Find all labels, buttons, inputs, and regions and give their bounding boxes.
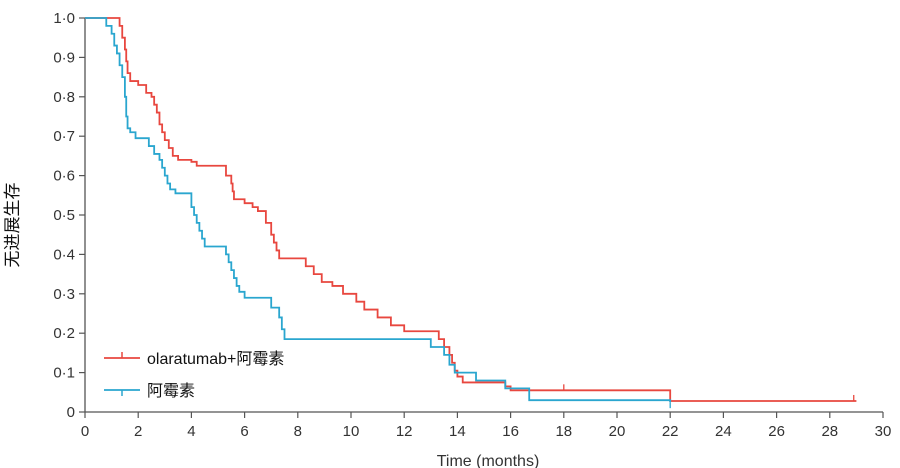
legend: olaratumab+阿霉素 阿霉素 (104, 350, 284, 400)
x-tick-label: 6 (240, 423, 248, 440)
x-tick-label: 4 (187, 423, 195, 440)
x-tick-label: 18 (555, 423, 572, 440)
x-tick-label: 14 (449, 423, 466, 440)
y-axis-title: 无进展生存 (3, 183, 23, 268)
x-axis-ticks: 0 2 4 6 8 10 12 14 16 18 20 22 24 26 28 30 (81, 412, 892, 440)
x-tick-label: 10 (343, 423, 360, 440)
x-tick-label: 28 (821, 423, 838, 440)
y-axis-ticks: 0 0·1 0·2 0·3 0·4 0·5 0·6 0·7 0·8 0·9 1·0 (53, 10, 85, 421)
x-tick-label: 22 (662, 423, 679, 440)
x-tick-label: 30 (875, 423, 892, 440)
series-layer (85, 17, 857, 409)
y-tick-label: 0·2 (53, 325, 75, 342)
x-tick-label: 8 (294, 423, 302, 440)
series-line-doxorubicin (85, 17, 672, 403)
legend-label-doxorubicin: 阿霉素 (147, 382, 195, 400)
legend-label-olaratumab: olaratumab+阿霉素 (147, 350, 284, 368)
y-tick-label: 0·1 (53, 365, 75, 382)
y-tick-label: 0·6 (53, 168, 75, 185)
y-tick-label: 0·9 (53, 49, 75, 66)
x-tick-label: 26 (768, 423, 785, 440)
x-tick-label: 2 (134, 423, 142, 440)
x-tick-label: 12 (396, 423, 413, 440)
y-tick-label: 0·5 (53, 207, 75, 224)
y-tick-label: 0·8 (53, 89, 75, 106)
y-tick-label: 0·7 (53, 128, 75, 145)
y-tick-label: 0·4 (53, 246, 75, 263)
y-tick-label: 1·0 (53, 10, 75, 27)
series-line-olaratumab-doxorubicin (85, 17, 857, 402)
y-tick-label: 0·3 (53, 286, 75, 303)
x-axis-title: Time (months) (437, 453, 540, 468)
x-tick-label: 20 (609, 423, 626, 440)
y-tick-label: 0 (67, 404, 75, 421)
x-tick-label: 0 (81, 423, 89, 440)
x-tick-label: 24 (715, 423, 732, 440)
x-tick-label: 16 (502, 423, 519, 440)
